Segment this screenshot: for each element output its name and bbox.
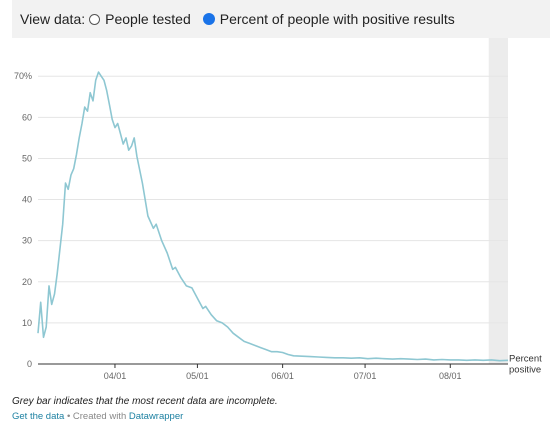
x-tick-label: 04/01 [104,371,127,381]
datawrapper-link[interactable]: Datawrapper [128,411,184,422]
radio-percent-positive[interactable]: Percent of people with positive results [202,11,455,27]
y-tick-label: 30 [22,236,32,246]
get-data-link[interactable]: Get the data [12,411,65,422]
y-tick-label: 60 [22,112,32,122]
y-tick-label: 20 [22,277,32,287]
series-line-percent-positive [37,71,509,362]
view-data-controls: View data: People tested Percent of peop… [12,0,550,38]
series-label: Percent [509,353,542,364]
y-tick-label: 0 [27,359,32,369]
credits-separator: • Created with [66,411,127,422]
incomplete-data-note: Grey bar indicates that the most recent … [12,396,278,407]
line-chart: 0 10 20 30 40 50 60 70% 04/01 05/01 06/01 07/01 08/… [14,38,542,381]
y-tick-label: 70% [14,71,32,81]
radio-selected-icon [202,13,215,25]
series-label: positive [509,364,541,375]
radio-people-tested[interactable]: People tested [89,11,191,27]
x-tick-label: 05/01 [186,371,209,381]
x-tick-label: 06/01 [271,371,294,381]
y-tick-label: 50 [22,153,32,163]
x-tick-label: 07/01 [354,371,377,381]
radio-people-tested-label: People tested [105,11,191,27]
credits: Get the data • Created with Datawrapper [12,411,183,422]
radio-unselected-icon [89,13,101,25]
y-tick-label: 10 [22,318,32,328]
x-tick-label: 08/01 [439,371,462,381]
radio-percent-positive-label: Percent of people with positive results [219,11,455,27]
y-tick-label: 40 [22,195,32,205]
incomplete-data-band [488,38,508,364]
view-data-label: View data: [20,11,86,27]
